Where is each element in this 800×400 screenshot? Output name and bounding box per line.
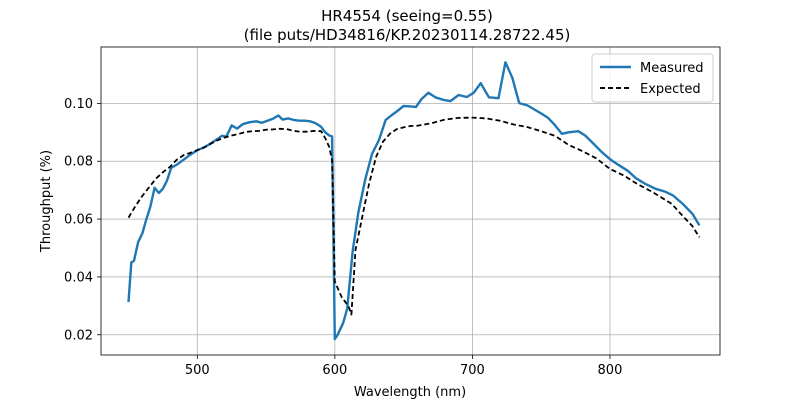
grid bbox=[101, 47, 720, 355]
y-tick-label: 0.08 bbox=[64, 155, 93, 170]
y-tick-label: 0.10 bbox=[64, 97, 93, 112]
x-axis-label: Wavelength (nm) bbox=[354, 385, 466, 400]
series-line-expected bbox=[127, 116, 701, 316]
y-tick-label: 0.06 bbox=[64, 213, 93, 228]
x-tick-label: 600 bbox=[322, 363, 347, 378]
legend-label-expected: Expected bbox=[640, 82, 701, 97]
plot-frame bbox=[100, 46, 721, 356]
chart-subtitle: (file puts/HD34816/KP.20230114.28722.45) bbox=[244, 26, 571, 44]
x-tick-label: 800 bbox=[598, 363, 623, 378]
series-line-measured bbox=[127, 61, 701, 341]
series-lines bbox=[127, 61, 701, 341]
y-tick-label: 0.02 bbox=[64, 328, 93, 343]
y-axis-label: Throughput (%) bbox=[39, 150, 54, 253]
x-tick-label: 700 bbox=[460, 363, 485, 378]
y-tick-label: 0.04 bbox=[64, 270, 93, 285]
x-tick-label: 500 bbox=[185, 363, 210, 378]
chart-title: HR4554 (seeing=0.55) bbox=[321, 7, 493, 25]
legend: Measured Expected bbox=[591, 53, 714, 103]
axis-ticks: 500 600 700 800 0.02 0.04 0.06 0.08 0.10 bbox=[64, 97, 622, 378]
legend-label-measured: Measured bbox=[640, 61, 704, 76]
